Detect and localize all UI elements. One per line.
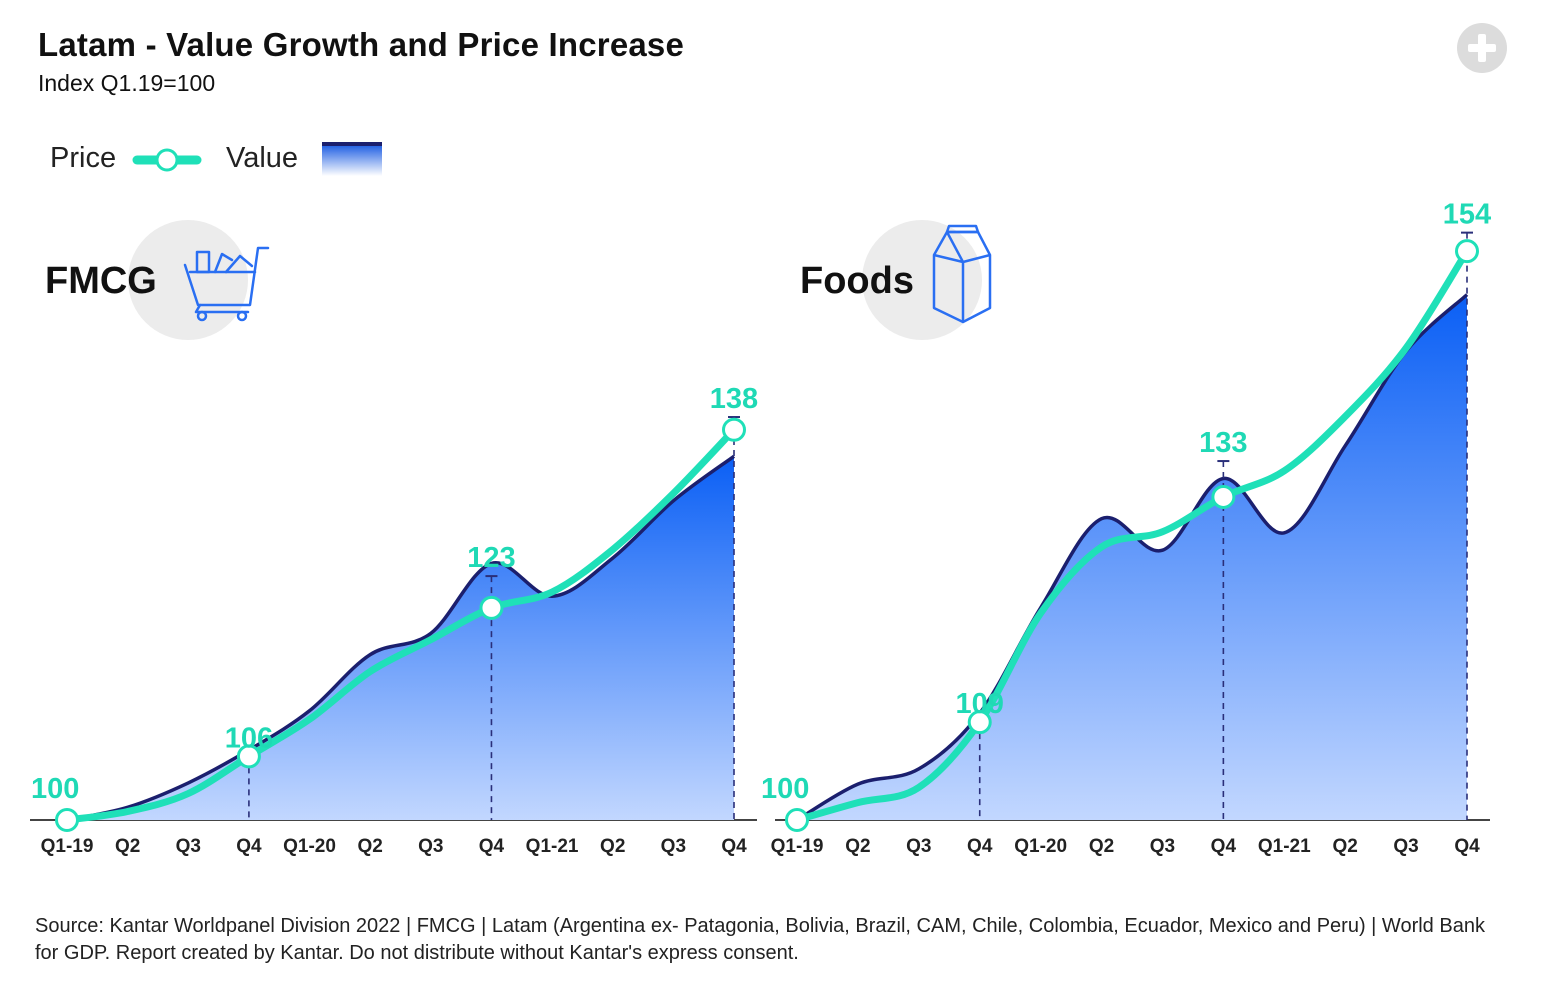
- price-marker: [236, 744, 261, 769]
- x-tick-label: Q3: [661, 836, 686, 857]
- x-tick-label: Q4: [1454, 836, 1480, 857]
- x-tick-label: Q1-21: [1258, 836, 1311, 857]
- foods-price-markers: [785, 239, 1479, 832]
- x-tick-label: Q2: [1333, 836, 1358, 857]
- x-tick-label: Q3: [1150, 836, 1175, 857]
- foods-price-line: [793, 247, 1471, 824]
- price-marker: [1455, 239, 1479, 264]
- foods-value-line: [796, 293, 1469, 822]
- legend-price-swatch: [132, 148, 202, 172]
- fmcg-value-line: [66, 454, 736, 822]
- x-tick-label: Q3: [418, 836, 443, 857]
- charts-area: FMCG 100 106 123 138 Q1-19 Q2 Q3 Q4 Q1-20 Q2 Q3 Q4…: [30, 199, 1491, 857]
- legend: Price Value: [50, 142, 382, 176]
- fmcg-panel: FMCG 100 106 123 138 Q1-19 Q2 Q3 Q4 Q1-20 Q2 Q3 Q4…: [30, 220, 758, 857]
- x-tick-label: Q2: [115, 836, 140, 857]
- legend-price-label: Price: [50, 142, 116, 174]
- x-tick-label: Q2: [358, 836, 383, 857]
- price-marker: [785, 808, 809, 832]
- fmcg-value-area: [67, 456, 734, 820]
- data-label: 133: [1199, 427, 1247, 459]
- x-tick-label: Q4: [479, 836, 505, 857]
- x-tick-label: Q2: [1089, 836, 1114, 857]
- foods-x-ticks: Q1-19 Q2 Q3 Q4 Q1-20 Q2 Q3 Q4 Q1-21 Q2 Q3 Q4: [771, 836, 1481, 857]
- fmcg-price-line: [63, 426, 738, 824]
- data-label: 123: [467, 542, 515, 574]
- x-tick-label: Q1-21: [526, 836, 579, 857]
- data-label: 100: [761, 773, 809, 805]
- data-label: 109: [956, 688, 1004, 720]
- shopping-cart-icon: [183, 246, 270, 322]
- x-tick-label: Q2: [845, 836, 870, 857]
- legend-value-swatch: [322, 142, 382, 176]
- x-tick-label: Q1-20: [283, 836, 336, 857]
- foods-icon-background: [862, 220, 982, 340]
- x-tick-label: Q4: [1211, 836, 1237, 857]
- foods-data-labels: 100 109 133 154: [761, 199, 1491, 805]
- fmcg-title: FMCG: [45, 260, 157, 302]
- fmcg-icon-background: [128, 220, 248, 340]
- x-tick-label: Q4: [967, 836, 993, 857]
- price-marker: [967, 710, 992, 735]
- data-label: 154: [1443, 199, 1491, 231]
- price-marker: [1211, 484, 1236, 509]
- x-tick-label: Q4: [721, 836, 747, 857]
- chart-title: Latam - Value Growth and Price Increase: [38, 26, 685, 63]
- foods-value-area: [797, 294, 1467, 821]
- data-label: 106: [225, 722, 273, 754]
- x-tick-label: Q3: [176, 836, 201, 857]
- chart-subtitle: Index Q1.19=100: [38, 70, 216, 96]
- price-marker: [479, 595, 504, 620]
- data-label: 138: [710, 383, 758, 415]
- fmcg-price-markers: [55, 417, 746, 832]
- fmcg-x-ticks: Q1-19 Q2 Q3 Q4 Q1-20 Q2 Q3 Q4 Q1-21 Q2 Q3 Q4: [41, 836, 748, 857]
- foods-title: Foods: [800, 260, 914, 302]
- data-label: 100: [31, 773, 79, 805]
- x-tick-label: Q1-19: [41, 836, 94, 857]
- x-tick-label: Q3: [906, 836, 931, 857]
- fmcg-data-labels: 100 106 123 138: [31, 383, 758, 805]
- x-tick-label: Q1-19: [771, 836, 824, 857]
- legend-value-label: Value: [226, 142, 298, 174]
- source-footnote: Source: Kantar Worldpanel Division 2022 …: [35, 915, 1485, 964]
- price-marker: [722, 417, 746, 442]
- x-tick-label: Q2: [600, 836, 625, 857]
- x-tick-label: Q4: [236, 836, 262, 857]
- x-tick-label: Q1-20: [1014, 836, 1067, 857]
- milk-carton-icon: [932, 224, 992, 324]
- x-tick-label: Q3: [1393, 836, 1418, 857]
- plus-circle-icon[interactable]: [1456, 22, 1508, 74]
- price-marker: [55, 808, 79, 832]
